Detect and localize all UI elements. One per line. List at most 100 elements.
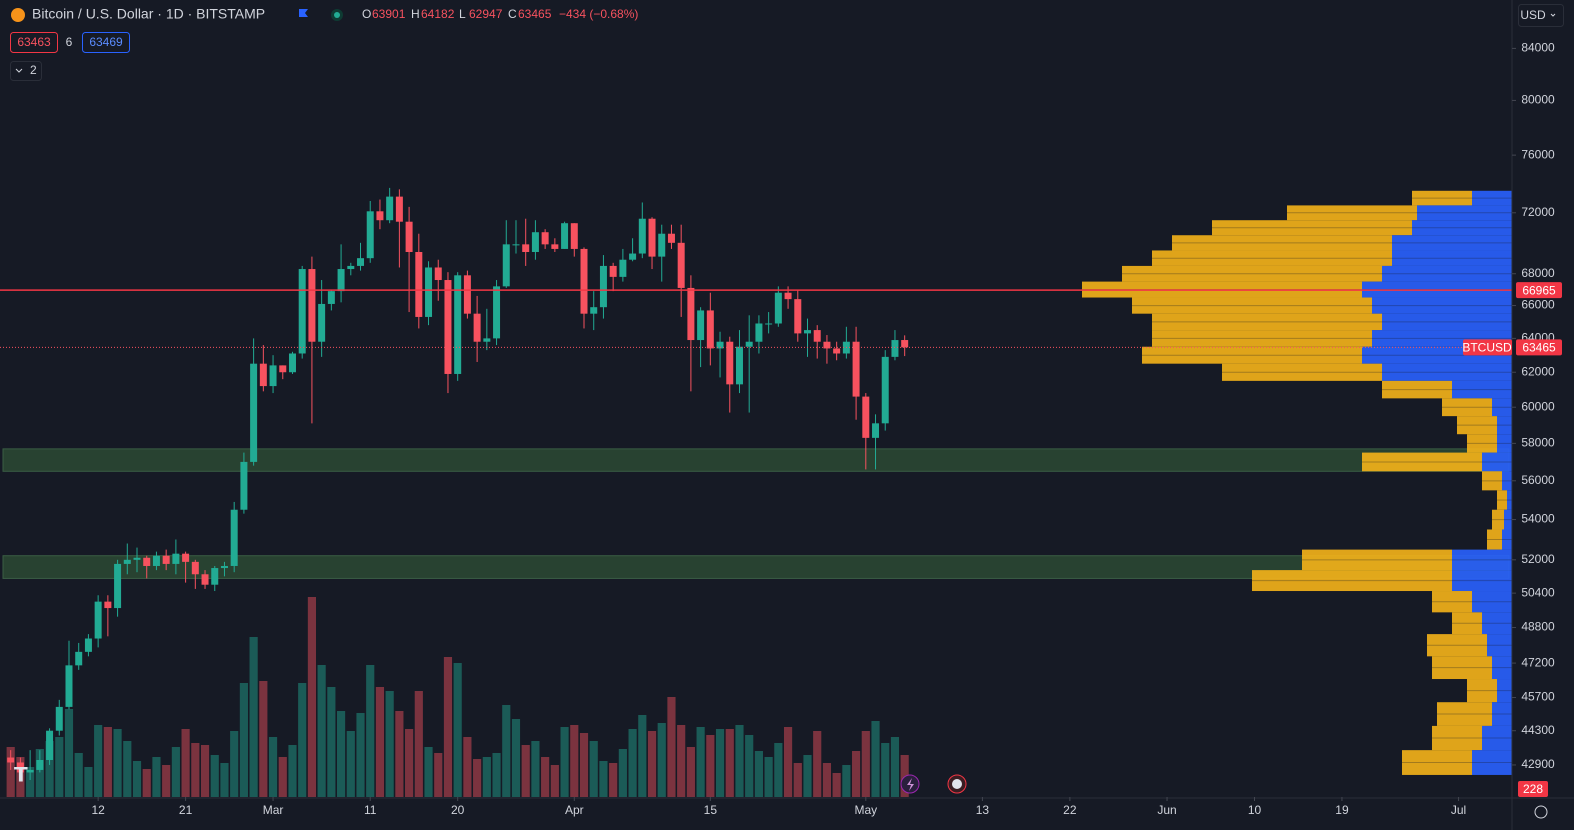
chevron [1550, 13, 1556, 17]
settings-icon[interactable] [1534, 805, 1548, 819]
buy-button[interactable] [82, 32, 130, 53]
candle-body [376, 211, 384, 221]
candle-body [230, 509, 238, 566]
chevron [15, 68, 23, 73]
candle-body [250, 363, 258, 462]
profile-up [1497, 434, 1512, 453]
profile-down [1432, 725, 1482, 751]
currency-button[interactable] [1518, 4, 1564, 27]
candle-body [425, 267, 433, 317]
profile-down [1492, 509, 1504, 530]
sell-button[interactable] [10, 32, 58, 53]
x-tick-label: 13 [976, 803, 990, 817]
volume-bar [735, 725, 744, 797]
volume-bar [162, 765, 171, 797]
candle-body [784, 292, 792, 300]
price-pane [0, 187, 1512, 797]
x-tick-label: 11 [364, 803, 377, 817]
candle-body [16, 762, 24, 773]
candle-body [182, 553, 190, 562]
profile-up [1392, 250, 1512, 266]
spread: 6 [66, 35, 73, 49]
volume-bar [395, 711, 404, 797]
x-tick-label: Jun [1157, 803, 1176, 817]
candle-body [580, 248, 588, 314]
volume-bar [793, 763, 802, 797]
candle-body [823, 341, 831, 349]
y-tick-label: 50400 [1521, 585, 1555, 599]
candle-body [123, 559, 131, 564]
candle-body [104, 601, 112, 609]
profile-down [1467, 679, 1497, 703]
x-tick-label: 20 [451, 803, 465, 817]
ohlc-key: L [459, 7, 466, 21]
ohlc-key: C [508, 7, 517, 21]
candle-body [94, 601, 102, 639]
candle-body [65, 665, 73, 707]
volume-bar [715, 729, 725, 797]
x-tick-label: 15 [704, 803, 718, 817]
volume-bar [74, 753, 83, 797]
profile-up [1452, 380, 1512, 399]
candle-body [697, 310, 705, 341]
candle-body [46, 730, 54, 760]
y-tick-label: 48800 [1521, 620, 1555, 634]
profile-up [1472, 750, 1512, 775]
volume-bar [35, 749, 44, 797]
y-tick-label: 44300 [1521, 723, 1555, 737]
profile-down [1252, 570, 1452, 592]
candle-body [405, 221, 413, 253]
volume-bar [191, 743, 200, 797]
volume-bar [259, 681, 268, 797]
indicator-count[interactable]: 2 [30, 63, 37, 77]
y-tick-label: 76000 [1521, 147, 1555, 161]
profile-down [1172, 235, 1392, 251]
candle-body [191, 561, 199, 575]
candle-body [667, 233, 675, 243]
profile-down [1222, 363, 1382, 381]
profile-down [1442, 398, 1492, 417]
candle-body [862, 396, 870, 438]
collapse-button[interactable] [10, 61, 42, 81]
profile-up [1502, 529, 1512, 550]
volume-bar [181, 729, 190, 797]
candle-body [755, 323, 763, 342]
candle-body [804, 330, 811, 334]
profile-up [1492, 702, 1512, 726]
buy-price[interactable]: 63469 [89, 35, 123, 49]
currency[interactable]: USD [1520, 8, 1546, 22]
profile-up [1482, 612, 1512, 635]
symbol-label: BTCUSD [1462, 341, 1512, 355]
candle-body [716, 341, 724, 349]
status-dot [334, 12, 340, 18]
x-tick-label: May [854, 803, 877, 817]
volume-bar [531, 741, 540, 797]
volume-bar [210, 755, 219, 797]
candle-body [687, 287, 695, 341]
volume-bar [55, 737, 64, 797]
volume-bar [385, 691, 394, 797]
profile-down [1152, 330, 1372, 347]
candle-body [357, 258, 365, 266]
volume-bar [473, 759, 482, 797]
profile-down [1132, 297, 1372, 314]
profile-down [1432, 656, 1492, 680]
volume-bar [754, 751, 763, 797]
volume-bar [94, 725, 103, 797]
profile-up [1472, 591, 1512, 613]
profile-down [1302, 549, 1452, 571]
x-tick-label: 22 [1063, 803, 1077, 817]
volume-bar [521, 745, 530, 797]
volume-bar [45, 741, 54, 797]
volume-bar [200, 745, 210, 797]
flag-icon[interactable] [299, 9, 308, 17]
profile-up [1497, 416, 1512, 435]
sell-price[interactable]: 63463 [17, 35, 51, 49]
ohlc-value: 63465 [518, 7, 552, 21]
candle-body [298, 269, 306, 354]
volume-bar [502, 705, 511, 797]
x-tick-label: Mar [263, 803, 284, 817]
profile-up [1392, 235, 1512, 251]
volume-bar [579, 733, 589, 797]
